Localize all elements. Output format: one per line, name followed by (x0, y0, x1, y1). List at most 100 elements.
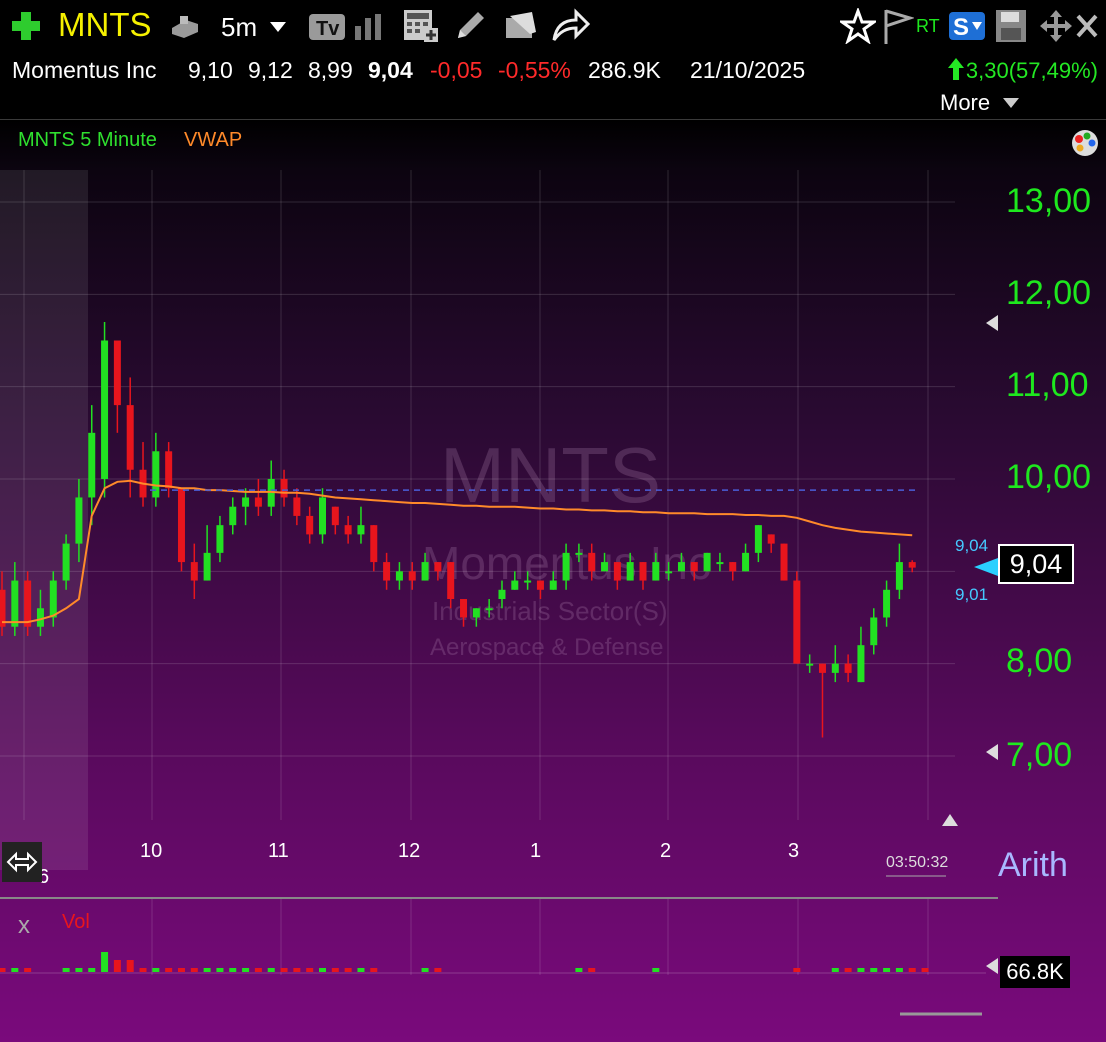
add-icon[interactable] (10, 10, 42, 42)
star-icon[interactable] (840, 8, 876, 44)
volume-close-button[interactable]: x (18, 912, 30, 939)
volume-bar (421, 968, 429, 972)
candle-body (677, 562, 685, 572)
volume-bar (267, 968, 275, 972)
y-label-12: 12,00 (1006, 274, 1092, 312)
candle-body (549, 580, 557, 590)
left-arrow-icon[interactable] (986, 744, 998, 760)
interval-selector[interactable]: 5m (221, 12, 258, 42)
vwap-legend[interactable]: VWAP (184, 129, 243, 151)
volume-bar (793, 968, 801, 972)
save-icon[interactable] (994, 8, 1028, 44)
calculator-icon[interactable] (402, 8, 440, 44)
top-toolbar: MNTS 5m Tv RT S (0, 0, 1106, 52)
current-price-box: 9,04 (998, 544, 1074, 584)
candle-body (511, 580, 519, 590)
candle-body (857, 645, 865, 683)
candle-body (421, 562, 429, 581)
volume-bar (62, 968, 70, 972)
left-arrow-icon[interactable] (986, 315, 998, 331)
candle-body (742, 552, 750, 572)
candle-body (870, 617, 878, 646)
price-change-percent: -0,55% (498, 57, 571, 83)
left-arrow-icon[interactable] (986, 958, 998, 974)
volume-bar (254, 968, 262, 972)
candle-body (524, 580, 532, 583)
candle-body (254, 497, 262, 507)
volume-bar (75, 968, 83, 972)
chart-type-icon[interactable] (168, 10, 202, 42)
close-icon[interactable] (1074, 10, 1100, 42)
scale-mode-toggle[interactable]: Arith (998, 846, 1068, 884)
pencil-icon[interactable] (452, 8, 488, 44)
countdown-timer: 03:50:32 (886, 854, 949, 871)
y-label-13: 13,00 (1006, 182, 1092, 220)
up-arrow-icon (947, 58, 964, 80)
scroll-chart-button[interactable] (2, 842, 42, 882)
share-icon[interactable] (550, 8, 590, 44)
candle-body (344, 525, 352, 535)
watermark-symbol: MNTS (440, 431, 661, 519)
volume-bar (177, 968, 185, 972)
candle-body (716, 562, 724, 565)
volume-bar (126, 960, 134, 972)
y-label-11: 11,00 (1006, 366, 1089, 404)
volume-bar (139, 968, 147, 972)
candle-body (626, 562, 634, 581)
candle-body (36, 608, 44, 627)
candle-body (306, 515, 314, 535)
flag-icon[interactable] (880, 6, 914, 46)
folder-icon[interactable] (502, 8, 538, 44)
candle-body (460, 599, 468, 618)
company-name: Momentus Inc (12, 57, 157, 83)
candle-body (908, 562, 916, 568)
chevron-down-icon[interactable] (268, 16, 288, 36)
candle-body (831, 663, 839, 673)
candle-body (780, 543, 788, 581)
open-price: 9,10 (188, 57, 233, 83)
volume-last-value: 66.8K (1000, 956, 1070, 988)
svg-text:Tv: Tv (316, 18, 340, 40)
x-label-3: 3 (788, 840, 800, 862)
high-price: 9,12 (248, 57, 293, 83)
volume-bar (203, 968, 211, 972)
volume-bar (575, 968, 583, 972)
volume-bar (216, 968, 224, 972)
candles-layer (0, 322, 916, 738)
price-marker-high: 9,04 (955, 536, 989, 555)
price-chart[interactable] (0, 120, 1106, 1042)
candle-body (113, 340, 121, 406)
candle-body (395, 571, 403, 581)
series-legend[interactable]: MNTS 5 Minute (18, 129, 157, 151)
candle-body (293, 497, 301, 516)
candle-body (216, 525, 224, 553)
volume-bar (370, 968, 378, 972)
candle-body (229, 506, 237, 526)
symbol-label[interactable]: MNTS (58, 6, 152, 43)
up-arrow-icon[interactable] (942, 814, 958, 826)
volume-bar (857, 968, 865, 972)
rt-label[interactable]: RT (916, 16, 940, 36)
candle-body (101, 340, 109, 479)
price-marker-low: 9,01 (955, 585, 989, 604)
candle-body (203, 552, 211, 581)
more-button[interactable]: More (940, 90, 1020, 116)
candle-body (472, 608, 480, 618)
premarket-shade (0, 170, 88, 870)
bar-chart-icon[interactable] (352, 10, 386, 42)
watermark-sector: Industrials Sector(S) (432, 596, 668, 626)
palette-icon[interactable] (1070, 128, 1100, 158)
move-icon[interactable] (1038, 8, 1074, 44)
candle-body (62, 543, 70, 581)
candle-body (665, 571, 673, 574)
s-menu-icon[interactable]: S (948, 10, 986, 42)
candle-body (498, 589, 506, 600)
candle-body (177, 488, 185, 563)
price-change: -0,05 (430, 57, 483, 83)
tv-icon[interactable]: Tv (308, 10, 346, 42)
candle-body (895, 562, 903, 590)
last-price: 9,04 (368, 57, 413, 83)
watermark-industry: Aerospace & Defense (430, 634, 664, 661)
volume-bar (831, 968, 839, 972)
y-label-8: 8,00 (1006, 642, 1073, 680)
